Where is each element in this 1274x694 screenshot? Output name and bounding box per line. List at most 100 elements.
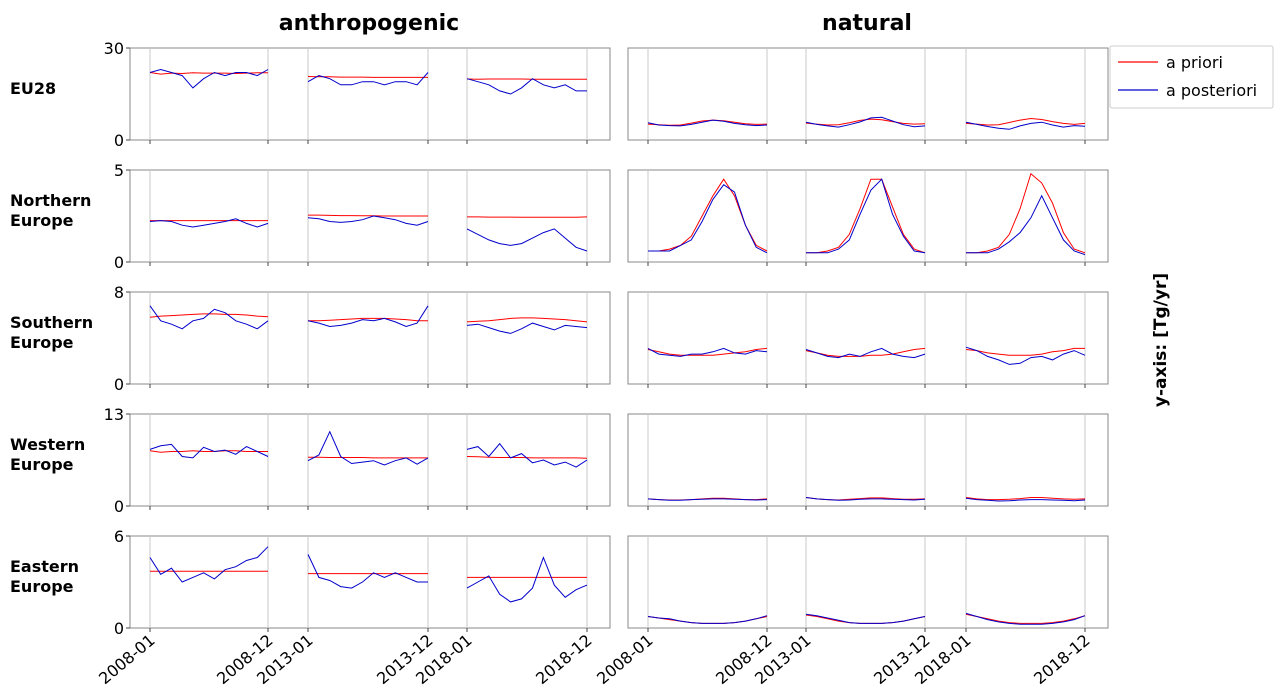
prior-series-natural-2-seg0 bbox=[647, 347, 768, 356]
prior-series-natural-4-seg2 bbox=[965, 613, 1086, 624]
x-tick-label: 2008-01 bbox=[593, 631, 656, 689]
posterior-series-natural-0-seg0 bbox=[647, 119, 768, 127]
y-tick-label-min: 0 bbox=[114, 253, 124, 272]
panel-natural-2 bbox=[627, 291, 1109, 388]
posterior-series-anthropogenic-3-seg2 bbox=[466, 442, 588, 468]
column-title-anthropogenic: anthropogenic bbox=[279, 11, 459, 36]
row-label-line: Western bbox=[10, 435, 85, 454]
row-label-1: Northern Europe bbox=[10, 191, 91, 230]
panel-natural-4 bbox=[627, 535, 1109, 632]
row-label-line: Eastern bbox=[10, 557, 79, 576]
prior-series-natural-3-seg2 bbox=[965, 497, 1086, 501]
row-label-line: Europe bbox=[10, 333, 74, 352]
y-tick-label-max: 13 bbox=[104, 405, 124, 424]
posterior-series-anthropogenic-4-seg0 bbox=[149, 546, 269, 583]
panel-frame bbox=[627, 413, 1109, 507]
column-titles: anthropogenic natural bbox=[279, 11, 912, 36]
row-label-line: Europe bbox=[10, 577, 74, 596]
posterior-series-anthropogenic-1-seg0 bbox=[149, 218, 269, 228]
row-label-line: Europe bbox=[10, 455, 74, 474]
posterior-series-anthropogenic-1-seg1 bbox=[307, 215, 429, 226]
panel-frame bbox=[129, 291, 611, 385]
row-label-line: EU28 bbox=[10, 79, 56, 98]
prior-series-natural-2-seg1 bbox=[805, 347, 926, 357]
panel-frame bbox=[627, 169, 1109, 263]
prior-series-anthropogenic-2-seg2 bbox=[466, 317, 588, 323]
posterior-series-anthropogenic-0-seg2 bbox=[466, 78, 587, 95]
y-tick-label-max: 6 bbox=[114, 527, 124, 546]
panel-anthropogenic-4: 60 bbox=[114, 527, 611, 638]
posterior-series-anthropogenic-2-seg2 bbox=[466, 322, 588, 334]
panel-frame bbox=[129, 47, 611, 141]
row-label-0: EU28 bbox=[10, 79, 56, 98]
prior-series-natural-0-seg2 bbox=[965, 117, 1086, 126]
y-tick-label-min: 0 bbox=[114, 497, 124, 516]
panel-frame bbox=[627, 47, 1109, 141]
posterior-series-natural-4-seg0 bbox=[647, 615, 768, 624]
y-tick-label-min: 0 bbox=[114, 375, 124, 394]
y-tick-label-max: 8 bbox=[114, 283, 124, 302]
row-label-line: Southern bbox=[10, 313, 93, 332]
posterior-series-anthropogenic-1-seg2 bbox=[466, 228, 588, 252]
prior-series-natural-1-seg1 bbox=[806, 178, 926, 254]
x-tick-label: 2018-12 bbox=[1030, 631, 1093, 689]
posterior-series-natural-1-seg0 bbox=[648, 184, 768, 254]
y-axis-label: y-axis: [Tg/yr] bbox=[1151, 273, 1171, 407]
posterior-series-anthropogenic-3-seg0 bbox=[149, 443, 269, 459]
posterior-series-anthropogenic-4-seg2 bbox=[466, 556, 588, 603]
prior-series-anthropogenic-2-seg1 bbox=[308, 317, 428, 322]
row-label-line: Northern bbox=[10, 191, 91, 210]
posterior-series-natural-1-seg1 bbox=[806, 178, 926, 254]
prior-series-anthropogenic-0-seg1 bbox=[307, 76, 428, 78]
panel-natural-0 bbox=[627, 47, 1109, 144]
y-tick-label-min: 0 bbox=[114, 619, 124, 638]
row-label-line: Europe bbox=[10, 211, 74, 230]
posterior-series-natural-0-seg1 bbox=[805, 116, 926, 128]
panel-frame bbox=[129, 535, 611, 629]
posterior-series-natural-1-seg2 bbox=[966, 194, 1086, 256]
posterior-series-natural-4-seg1 bbox=[805, 613, 926, 624]
panel-anthropogenic-0: 30 0 bbox=[104, 39, 611, 150]
posterior-series-anthropogenic-2-seg1 bbox=[307, 305, 429, 328]
panel-natural-1 bbox=[627, 169, 1109, 266]
posterior-series-natural-3-seg1 bbox=[805, 497, 926, 501]
y-tick-label-max: 30 bbox=[104, 39, 124, 58]
prior-series-natural-1-seg2 bbox=[966, 172, 1086, 254]
panel-anthropogenic-3: 13 0 bbox=[104, 405, 611, 516]
legend: a priori a posteriori bbox=[1109, 45, 1274, 109]
row-label-2: Southern Europe bbox=[10, 313, 93, 352]
posterior-series-natural-4-seg2 bbox=[965, 612, 1086, 625]
posterior-series-natural-2-seg0 bbox=[647, 347, 768, 357]
posterior-series-natural-3-seg2 bbox=[965, 497, 1086, 502]
posterior-series-anthropogenic-3-seg1 bbox=[307, 430, 429, 466]
posterior-series-natural-2-seg1 bbox=[805, 347, 926, 359]
row-label-4: Eastern Europe bbox=[10, 557, 79, 596]
posterior-series-natural-0-seg2 bbox=[965, 121, 1086, 130]
posterior-series-natural-3-seg0 bbox=[647, 498, 768, 501]
y-tick-label-min: 0 bbox=[114, 131, 124, 150]
row-label-3: Western Europe bbox=[10, 435, 85, 474]
x-tick-label: 2018-12 bbox=[532, 631, 595, 689]
prior-series-anthropogenic-1-seg1 bbox=[308, 214, 428, 217]
legend-posterior-label: a posteriori bbox=[1166, 81, 1257, 100]
panel-anthropogenic-1: 50 bbox=[114, 161, 611, 272]
panel-frame bbox=[627, 535, 1109, 629]
prior-series-natural-2-seg2 bbox=[965, 347, 1085, 356]
prior-series-anthropogenic-3-seg0 bbox=[149, 450, 268, 453]
posterior-series-anthropogenic-0-seg1 bbox=[307, 72, 429, 86]
panel-frame bbox=[129, 413, 611, 507]
panel-anthropogenic-2: 80 bbox=[114, 283, 611, 394]
y-tick-label-max: 5 bbox=[114, 161, 124, 180]
panel-frame bbox=[627, 291, 1109, 385]
posterior-series-natural-2-seg2 bbox=[965, 346, 1086, 365]
legend-prior-label: a priori bbox=[1166, 53, 1223, 72]
prior-series-anthropogenic-3-seg1 bbox=[308, 456, 428, 459]
x-tick-label: 2008-01 bbox=[95, 631, 158, 689]
posterior-series-anthropogenic-4-seg1 bbox=[307, 554, 428, 589]
posterior-series-anthropogenic-2-seg0 bbox=[149, 305, 269, 330]
column-title-natural: natural bbox=[822, 11, 912, 36]
